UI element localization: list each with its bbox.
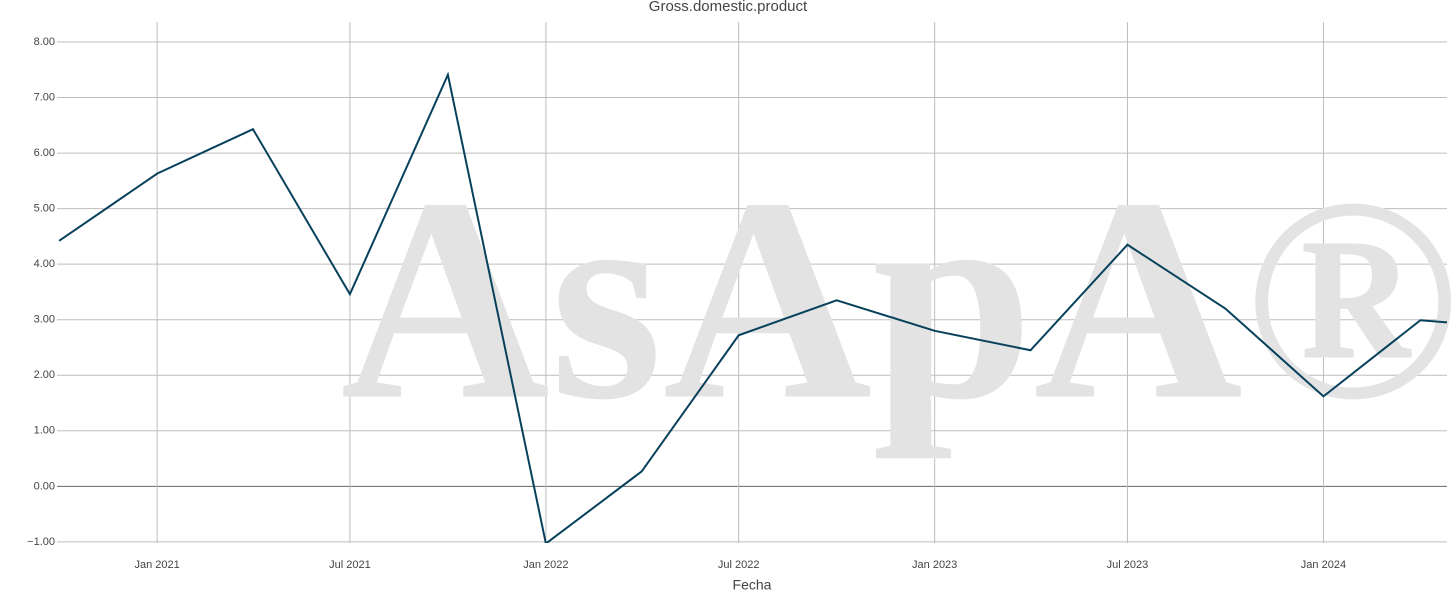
y-tick-label: 5.00 [34, 203, 55, 215]
y-tick-label: 6.00 [34, 147, 55, 159]
y-tick-label: 4.00 [34, 258, 55, 270]
plot-area [58, 71, 1447, 543]
chart-title: Gross.domestic.product [649, 0, 808, 15]
x-axis-label: Fecha [733, 577, 772, 593]
line-series [58, 71, 1447, 543]
x-tick-label: Jul 2022 [718, 559, 760, 571]
y-tick-label: 3.00 [34, 314, 55, 326]
y-tick-label: 0.00 [34, 480, 55, 492]
y-tick-label: 1.00 [34, 425, 55, 437]
x-tick-label: Jul 2021 [329, 559, 371, 571]
x-tick-label: Jan 2021 [134, 559, 179, 571]
y-tick-label: 7.00 [34, 91, 55, 103]
y-tick-label: 8.00 [34, 36, 55, 48]
x-tick-label: Jan 2022 [523, 559, 568, 571]
x-tick-label: Jul 2023 [1107, 559, 1149, 571]
x-tick-label: Jan 2024 [1301, 559, 1346, 571]
y-tick-label: −1.00 [27, 536, 55, 548]
x-tick-label: Jan 2023 [912, 559, 957, 571]
watermark: AsApA® [340, 139, 1456, 460]
y-tick-label: 2.00 [34, 369, 55, 381]
